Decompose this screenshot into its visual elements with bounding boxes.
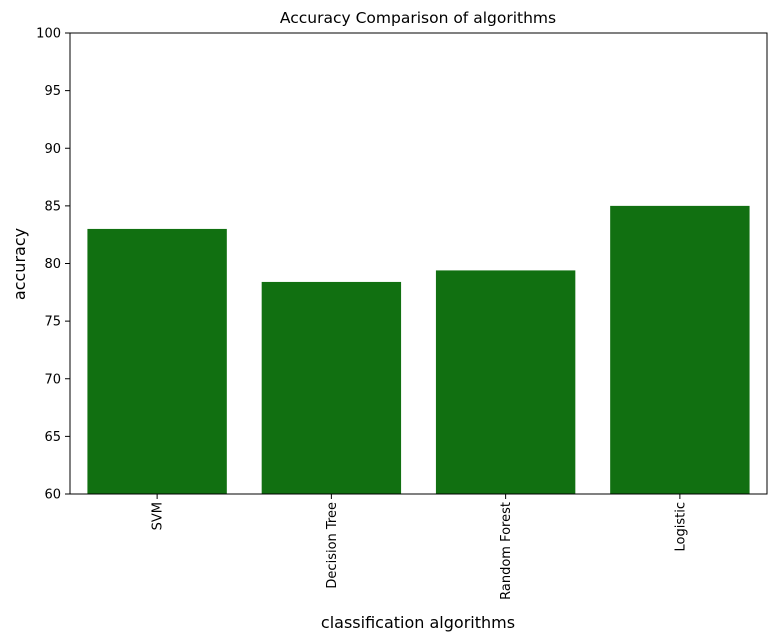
bar-decision-tree (261, 281, 402, 494)
y-tick-label: 100 (36, 27, 61, 42)
bar-svm (87, 228, 227, 494)
y-tick-label: 60 (44, 488, 61, 503)
y-tick-label: 90 (44, 142, 61, 157)
y-tick-label: 65 (44, 430, 61, 445)
y-tick-label: 70 (44, 372, 61, 387)
bar-random-forest (435, 270, 576, 494)
x-axis-label: classification algorithms (321, 613, 515, 632)
x-tick-label: Decision Tree (325, 502, 340, 589)
y-tick-label: 80 (44, 257, 61, 272)
chart-title: Accuracy Comparison of algorithms (280, 9, 556, 27)
y-axis: 60 65 70 75 80 85 90 95 100 (36, 27, 70, 503)
y-axis-label: accuracy (10, 228, 29, 300)
bar-logistic (610, 205, 750, 495)
x-tick-label: Random Forest (499, 502, 514, 600)
x-axis: SVM Decision Tree Random Forest Logistic (151, 494, 688, 600)
y-tick-label: 95 (44, 84, 61, 99)
x-tick-label: Logistic (673, 502, 688, 551)
y-tick-label: 85 (44, 199, 61, 214)
bars-group (87, 205, 750, 495)
y-tick-label: 75 (44, 315, 61, 330)
x-tick-label: SVM (151, 502, 166, 530)
